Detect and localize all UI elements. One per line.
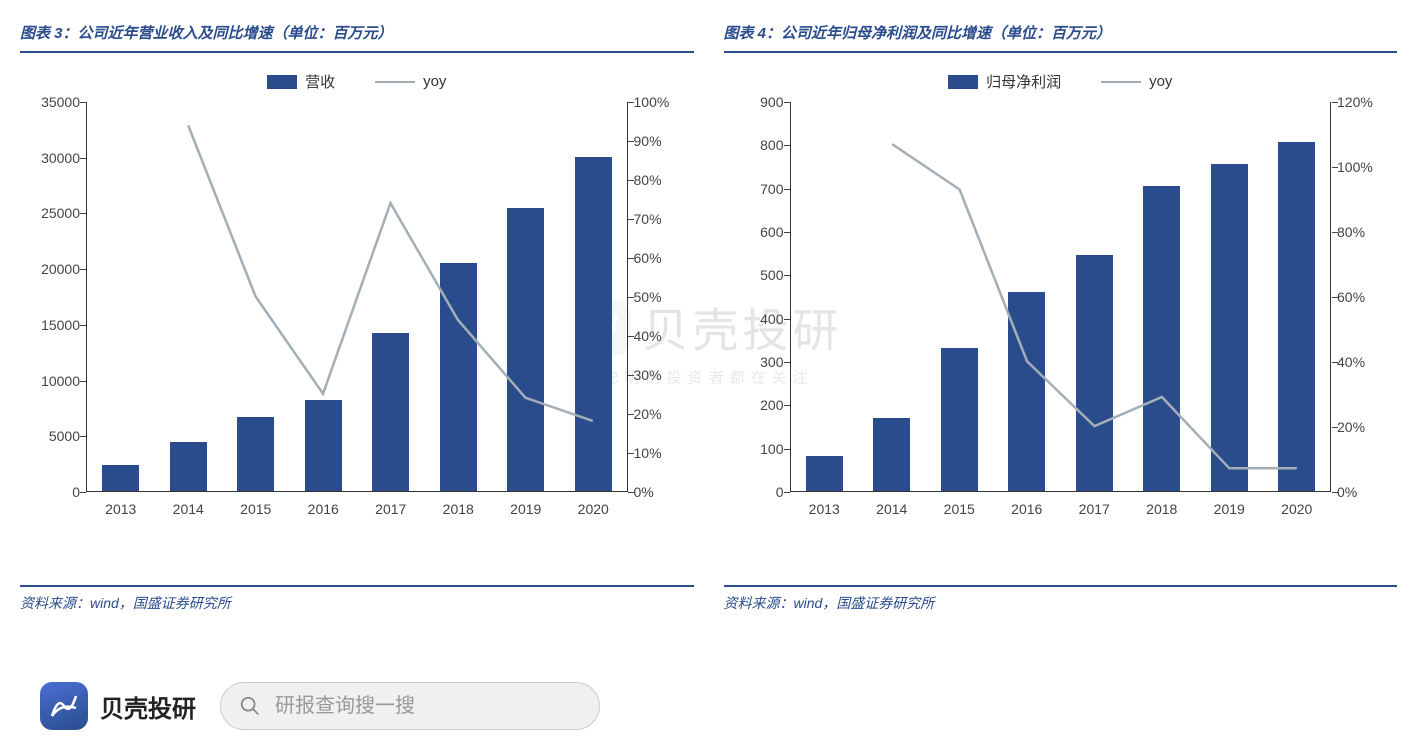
y-left-tick-label: 300 [729,354,784,370]
y-left-tick-label: 900 [729,94,784,110]
legend-bar-label: 归母净利润 [986,71,1061,92]
y-right-tick-label: 10% [634,445,689,461]
y-left-tick-label: 0 [729,484,784,500]
search-icon [239,695,261,717]
brand-name: 贝壳投研 [100,689,196,724]
y-right-tick-label: 0% [1337,484,1392,500]
y-left-tick-label: 800 [729,137,784,153]
y-right-tick-label: 60% [634,250,689,266]
chart-source: 资料来源：wind，国盛证券研究所 [724,585,1398,613]
y-right-tick-label: 90% [634,133,689,149]
y-right-tick-label: 60% [1337,289,1392,305]
x-tick-label: 2017 [1079,501,1110,517]
y-left-tick-label: 30000 [25,150,80,166]
y-left-tick-label: 10000 [25,373,80,389]
y-right-tick-label: 30% [634,367,689,383]
y-right-tick-label: 40% [634,328,689,344]
y-right-tick-label: 100% [1337,159,1392,175]
legend-line-swatch [375,81,415,83]
search-box[interactable] [220,682,600,730]
legend-line-label: yoy [423,73,446,90]
bar [1076,255,1113,491]
x-tick-label: 2019 [510,501,541,517]
chart-title: 图表 4：公司近年归母净利润及同比增速（单位：百万元） [724,20,1398,53]
brand-icon [40,682,88,730]
y-right-tick-label: 0% [634,484,689,500]
x-tick-label: 2014 [173,501,204,517]
x-tick-label: 2017 [375,501,406,517]
plot-area: 2013 2014 2015 2016 2017 2018 2019 2020 0 5000 10… [20,102,694,522]
y-left-tick-label: 25000 [25,205,80,221]
bar [237,417,274,491]
y-left-tick-label: 35000 [25,94,80,110]
y-right-tick-label: 120% [1337,94,1392,110]
y-right-tick-label: 100% [634,94,689,110]
chart-legend: 归母净利润 yoy [724,71,1398,92]
x-tick-label: 2018 [1146,501,1177,517]
x-tick-label: 2013 [105,501,136,517]
yoy-line [791,102,1331,491]
y-left-tick-label: 500 [729,267,784,283]
bar [1008,292,1045,491]
x-tick-label: 2014 [876,501,907,517]
x-tick-label: 2015 [944,501,975,517]
x-tick-label: 2013 [809,501,840,517]
y-right-tick-label: 40% [1337,354,1392,370]
chart-title: 图表 3：公司近年营业收入及同比增速（单位：百万元） [20,20,694,53]
plot-area: 2013 2014 2015 2016 2017 2018 2019 2020 0 100 200… [724,102,1398,522]
y-right-tick-label: 70% [634,211,689,227]
bar [873,418,910,491]
x-tick-label: 2020 [578,501,609,517]
bar [941,348,978,491]
bar [1278,142,1315,491]
legend-line-label: yoy [1149,73,1172,90]
x-tick-label: 2016 [308,501,339,517]
y-left-tick-label: 15000 [25,317,80,333]
legend-bar-label: 营收 [305,71,335,92]
bar [372,333,409,491]
bar [440,263,477,491]
y-left-tick-label: 20000 [25,261,80,277]
x-tick-label: 2016 [1011,501,1042,517]
chart-source: 资料来源：wind，国盛证券研究所 [20,585,694,613]
y-right-tick-label: 20% [1337,419,1392,435]
bar [806,456,843,491]
bar [507,208,544,491]
brand[interactable]: 贝壳投研 [40,682,196,730]
y-right-tick-label: 20% [634,406,689,422]
bar [102,465,139,491]
y-left-tick-label: 5000 [25,428,80,444]
search-input[interactable] [275,695,581,718]
bar [575,157,612,491]
chart-panel-revenue: 图表 3：公司近年营业收入及同比增速（单位：百万元） 营收 yoy 201320… [20,20,694,613]
y-left-tick-label: 100 [729,441,784,457]
bar [1211,164,1248,491]
x-tick-label: 2018 [443,501,474,517]
x-tick-label: 2019 [1214,501,1245,517]
x-tick-label: 2015 [240,501,271,517]
y-left-tick-label: 600 [729,224,784,240]
legend-bar-swatch [948,75,978,89]
y-left-tick-label: 0 [25,484,80,500]
y-left-tick-label: 700 [729,181,784,197]
y-left-tick-label: 400 [729,311,784,327]
bar [1143,186,1180,492]
legend-bar-swatch [267,75,297,89]
bar [305,400,342,491]
legend-line-swatch [1101,81,1141,83]
y-right-tick-label: 50% [634,289,689,305]
chart-legend: 营收 yoy [20,71,694,92]
bar [170,442,207,491]
yoy-line [87,102,627,491]
x-tick-label: 2020 [1281,501,1312,517]
y-left-tick-label: 200 [729,397,784,413]
chart-panel-profit: 图表 4：公司近年归母净利润及同比增速（单位：百万元） 归母净利润 yoy 20… [724,20,1398,613]
footer-bar: 贝壳投研 [0,682,1417,730]
y-right-tick-label: 80% [1337,224,1392,240]
y-right-tick-label: 80% [634,172,689,188]
